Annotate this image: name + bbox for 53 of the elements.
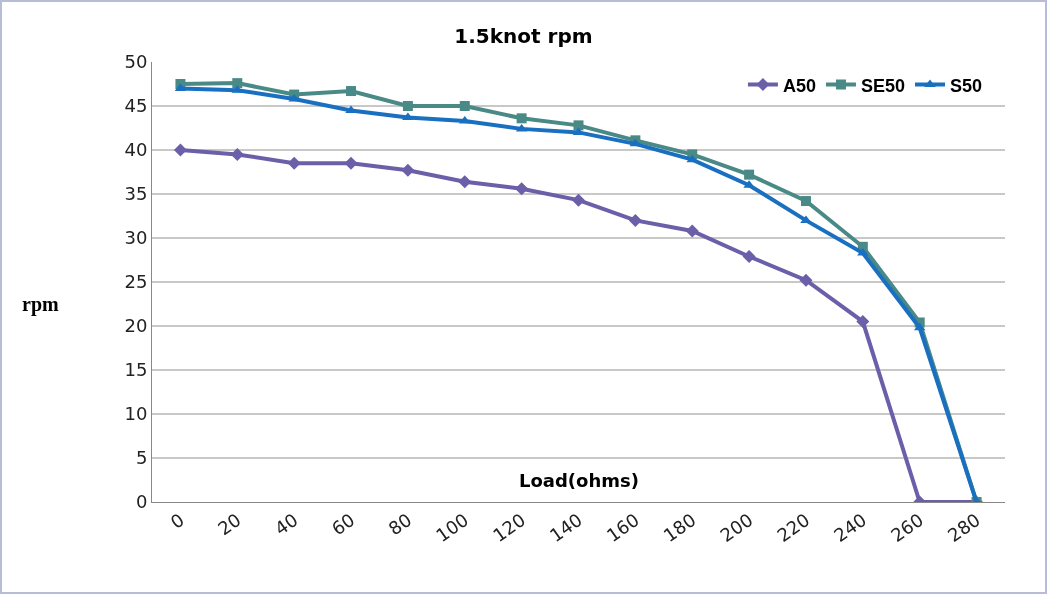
point — [744, 169, 755, 180]
x-tick-label: 100 — [432, 509, 473, 546]
x-tick-label: 120 — [488, 509, 530, 546]
point — [572, 193, 585, 207]
point — [287, 156, 301, 170]
y-tick-label: 35 — [124, 183, 148, 205]
x-tick-label: 220 — [773, 509, 814, 546]
point — [742, 249, 756, 263]
y-tick-label: 5 — [135, 447, 148, 469]
x-tick-label: 40 — [270, 509, 302, 540]
point — [799, 273, 813, 287]
point — [516, 113, 527, 124]
x-tick-label: 80 — [384, 509, 416, 540]
point — [346, 86, 357, 97]
y-tick-label: 10 — [124, 403, 148, 425]
point — [856, 315, 870, 329]
point — [515, 182, 529, 196]
y-tick-label: 50 — [124, 51, 148, 73]
x-tick-label: 280 — [943, 509, 985, 546]
x-tick-label: 240 — [830, 509, 871, 546]
y-tick-label: 25 — [124, 271, 148, 293]
x-tick-label: 0 — [166, 509, 188, 533]
point — [232, 78, 243, 89]
point — [800, 196, 811, 207]
legend-label: SE50 — [860, 75, 906, 96]
x-axis-title: Load(ohms) — [519, 470, 639, 491]
chart-title: 1.5knot rpm — [454, 23, 593, 48]
y-tick-label: 45 — [124, 95, 148, 117]
point — [459, 101, 470, 111]
point — [344, 156, 358, 170]
y-tick-label: 30 — [124, 227, 148, 249]
point — [173, 143, 187, 157]
point — [685, 224, 699, 238]
x-tick-label: 160 — [602, 509, 643, 546]
point — [402, 101, 413, 111]
x-tick-label: 60 — [327, 509, 359, 540]
y-tick-label: 40 — [124, 139, 148, 161]
point — [628, 213, 642, 227]
x-tick-label: 260 — [886, 509, 928, 546]
legend-label: A50 — [782, 75, 816, 96]
point — [573, 120, 584, 131]
x-tick-label: 20 — [213, 509, 245, 540]
y-tick-label: 15 — [124, 359, 148, 381]
legend-label: S50 — [950, 75, 983, 96]
y-tick-label: 20 — [124, 315, 148, 337]
x-tick-label: 140 — [545, 509, 586, 546]
y-axis-title: rpm — [22, 293, 59, 316]
point — [458, 175, 472, 189]
x-tick-label: 180 — [659, 509, 700, 546]
y-tick-label: 0 — [135, 491, 148, 513]
point — [401, 163, 415, 177]
x-tick-label: 200 — [716, 509, 757, 546]
point — [230, 147, 244, 161]
